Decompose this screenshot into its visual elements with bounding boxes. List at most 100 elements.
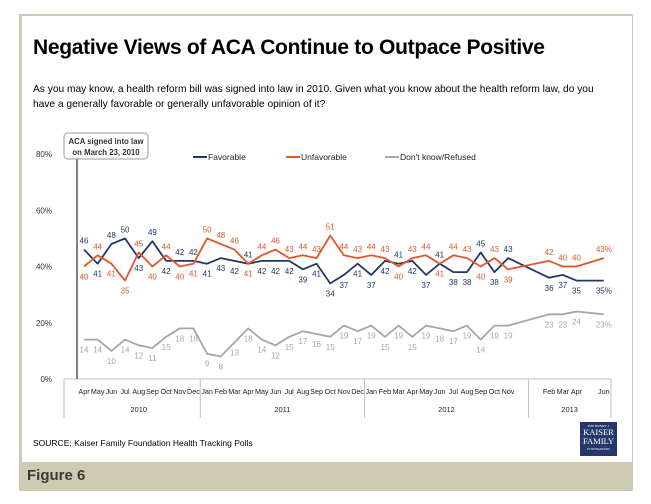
data-label: 16 bbox=[312, 340, 321, 349]
data-label: 50 bbox=[203, 225, 212, 234]
data-label: 50 bbox=[121, 225, 130, 234]
data-label: 45 bbox=[134, 239, 143, 248]
legend-label: Unfavorable bbox=[301, 152, 347, 162]
data-label: 34 bbox=[326, 289, 335, 298]
data-label: 37 bbox=[367, 281, 376, 290]
data-label: 43 bbox=[463, 245, 472, 254]
data-label: 12 bbox=[134, 351, 143, 360]
data-label: 42 bbox=[271, 267, 280, 276]
data-label: 38 bbox=[463, 278, 472, 287]
x-tick-label: Jan bbox=[365, 387, 377, 396]
x-tick-label: Dec bbox=[351, 387, 364, 396]
data-label: 19 bbox=[422, 332, 431, 341]
y-tick-label: 60% bbox=[36, 206, 52, 215]
x-tick-label: Nov bbox=[338, 387, 351, 396]
data-label: 40 bbox=[558, 254, 567, 263]
data-label: 43 bbox=[312, 245, 321, 254]
data-label: 42 bbox=[408, 267, 417, 276]
data-label: 49 bbox=[148, 228, 157, 237]
data-label: 17 bbox=[449, 337, 458, 346]
data-label: 46 bbox=[230, 237, 239, 246]
x-tick-label: Aug bbox=[132, 387, 145, 396]
data-label: 18 bbox=[189, 334, 198, 343]
data-label: 24 bbox=[572, 318, 581, 327]
data-label: 43 bbox=[408, 245, 417, 254]
data-label: 41 bbox=[353, 270, 362, 279]
y-tick-label: 20% bbox=[36, 319, 52, 328]
data-label: 19 bbox=[490, 332, 499, 341]
kff-logo: THE HENRY J. KAISER FAMILY FOUNDATION bbox=[580, 422, 617, 456]
data-label: 42 bbox=[175, 248, 184, 257]
data-label: 43 bbox=[216, 264, 225, 273]
logo-text: FOUNDATION bbox=[587, 447, 610, 451]
data-label: 35% bbox=[596, 287, 612, 296]
x-tick-label: Aug bbox=[461, 387, 474, 396]
data-label: 9 bbox=[205, 360, 210, 369]
data-label: 40 bbox=[572, 254, 581, 263]
data-label: 44 bbox=[449, 242, 458, 251]
x-tick-label: Sep bbox=[310, 387, 323, 396]
data-label: 35 bbox=[572, 287, 581, 296]
data-label: 42 bbox=[257, 267, 266, 276]
x-tick-label: Feb bbox=[379, 387, 391, 396]
data-label: 44 bbox=[422, 242, 431, 251]
data-label: 46 bbox=[80, 237, 89, 246]
x-tick-label: Nov bbox=[173, 387, 186, 396]
data-label: 38 bbox=[490, 278, 499, 287]
series-line-unfavorable bbox=[83, 234, 605, 282]
data-label: 14 bbox=[476, 346, 485, 355]
data-label: 44 bbox=[339, 242, 348, 251]
data-label: 41 bbox=[435, 251, 444, 260]
data-label: 14 bbox=[121, 346, 130, 355]
x-tick-label: Apr bbox=[571, 387, 583, 396]
data-label: 23% bbox=[596, 320, 612, 329]
data-label: 19 bbox=[504, 332, 513, 341]
x-tick-label: Nov bbox=[502, 387, 515, 396]
x-tick-label: Dec bbox=[187, 387, 200, 396]
data-label: 41 bbox=[189, 270, 198, 279]
legend-label: Favorable bbox=[208, 152, 246, 162]
y-tick-label: 0% bbox=[40, 375, 52, 384]
data-label: 19 bbox=[394, 332, 403, 341]
year-label: 2013 bbox=[561, 405, 578, 414]
x-tick-label: Jun bbox=[598, 387, 610, 396]
data-label: 40 bbox=[175, 273, 184, 282]
x-tick-label: Jul bbox=[120, 387, 130, 396]
x-tick-label: Mar bbox=[557, 387, 570, 396]
data-label: 15 bbox=[162, 343, 171, 352]
data-label: 14 bbox=[80, 346, 89, 355]
x-tick-label: Apr bbox=[78, 387, 90, 396]
logo-text: KAISER bbox=[583, 427, 614, 437]
data-label: 43 bbox=[381, 245, 390, 254]
data-label: 37 bbox=[422, 281, 431, 290]
data-label: 40 bbox=[80, 273, 89, 282]
figure-label: Figure 6 bbox=[27, 467, 86, 484]
data-label: 40 bbox=[394, 273, 403, 282]
x-tick-label: Feb bbox=[543, 387, 555, 396]
x-tick-label: Sep bbox=[146, 387, 159, 396]
data-label: 42 bbox=[189, 248, 198, 257]
data-label: 42 bbox=[381, 267, 390, 276]
data-label: 44 bbox=[367, 242, 376, 251]
y-tick-label: 80% bbox=[36, 150, 52, 159]
data-label: 18 bbox=[435, 334, 444, 343]
x-tick-label: Mar bbox=[228, 387, 241, 396]
year-label: 2011 bbox=[274, 405, 290, 414]
data-label: 18 bbox=[175, 334, 184, 343]
data-label: 14 bbox=[93, 346, 102, 355]
data-label: 39 bbox=[298, 275, 307, 284]
x-tick-label: May bbox=[255, 387, 269, 396]
data-label: 51 bbox=[326, 223, 335, 232]
data-label: 43 bbox=[134, 264, 143, 273]
data-label: 13 bbox=[230, 348, 239, 357]
year-label: 2012 bbox=[438, 405, 455, 414]
data-label: 46 bbox=[271, 237, 280, 246]
data-label: 41 bbox=[244, 251, 253, 260]
data-label: 41 bbox=[244, 270, 253, 279]
data-label: 10 bbox=[107, 357, 116, 366]
data-label: 42 bbox=[285, 267, 294, 276]
x-tick-label: Oct bbox=[160, 387, 171, 396]
data-label: 41 bbox=[93, 270, 102, 279]
x-tick-label: Apr bbox=[407, 387, 419, 396]
data-label: 43% bbox=[596, 245, 612, 254]
